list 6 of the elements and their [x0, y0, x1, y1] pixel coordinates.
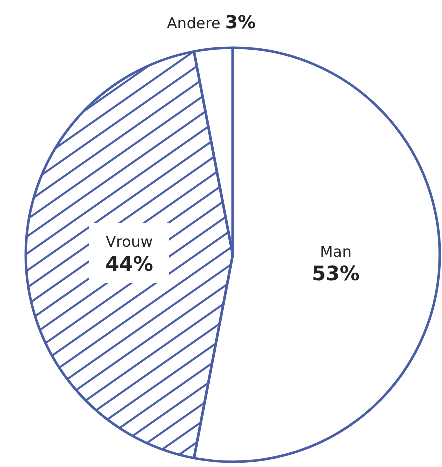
- data-label: 44%: [106, 252, 154, 276]
- slice-label: Man: [320, 242, 352, 261]
- data-label: 53%: [312, 262, 360, 286]
- data-label: 3%: [225, 12, 256, 34]
- slice-label: Andere: [167, 14, 221, 32]
- slice-label: Vrouw: [106, 233, 154, 251]
